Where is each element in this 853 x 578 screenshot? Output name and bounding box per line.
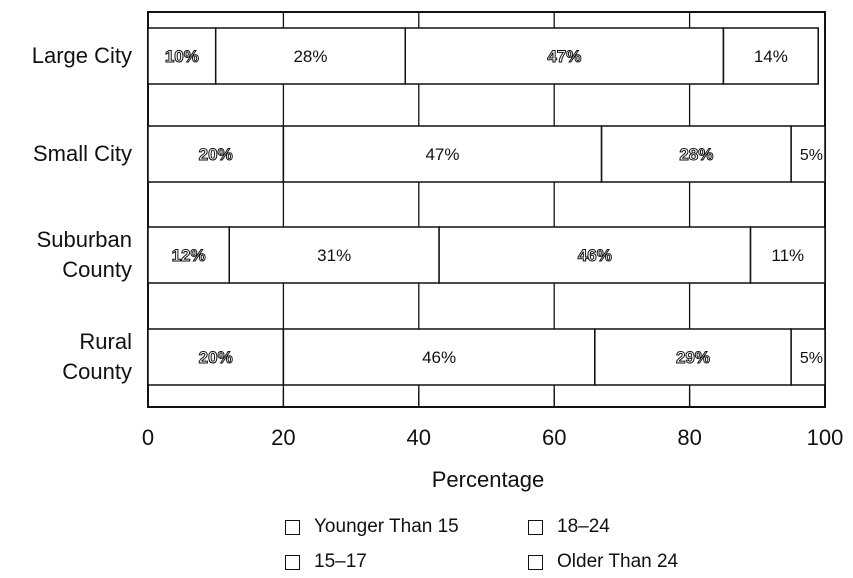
bar-segment	[749, 226, 826, 284]
data-label: 11%	[771, 246, 804, 265]
legend-swatch	[285, 519, 300, 535]
stacked-bar-chart: 10% 28% 47% 14% Large City 20% 47% 28% 5% Small C…	[32, 11, 844, 492]
data-label: 46%	[578, 246, 612, 265]
data-label: 12%	[172, 246, 206, 265]
bar-segment	[147, 328, 285, 386]
x-tick-label: 40	[407, 425, 431, 450]
category-label: Large City	[32, 43, 132, 68]
data-label: 29%	[676, 348, 710, 367]
legend-swatch	[285, 554, 300, 570]
category-label: County	[62, 359, 132, 384]
category-label: Small City	[33, 141, 132, 166]
x-tick-label: 0	[142, 425, 154, 450]
legend-label: Older Than 24	[557, 551, 679, 572]
x-tick-label: 60	[542, 425, 566, 450]
data-label: 28%	[293, 47, 327, 66]
category-label: Rural	[79, 329, 132, 354]
bar-segment	[147, 226, 230, 284]
data-label: 14%	[754, 47, 788, 66]
bar-segment	[228, 226, 440, 284]
bar-segment	[147, 125, 285, 183]
data-label: 28%	[679, 145, 713, 164]
legend-swatch	[528, 519, 543, 535]
category-label: County	[62, 257, 132, 282]
legend-label: 15–17	[314, 551, 367, 572]
legend-label: Younger Than 15	[314, 516, 459, 537]
bar-segment	[790, 125, 826, 183]
data-label: 47%	[425, 145, 459, 164]
bar-segment	[790, 328, 826, 386]
bar-segment	[594, 328, 792, 386]
legend-item-18-24: 18–24	[528, 516, 610, 538]
bar-segment	[600, 125, 792, 183]
bar-segment	[722, 27, 819, 85]
data-label: 5%	[800, 147, 823, 164]
bar-segment	[147, 27, 217, 85]
x-tick-label: 100	[807, 425, 844, 450]
data-label: 5%	[800, 350, 823, 367]
data-label: 31%	[317, 246, 351, 265]
x-tick-label: 80	[677, 425, 701, 450]
data-label: 20%	[199, 348, 233, 367]
legend-item-older-than-24: Older Than 24	[528, 551, 678, 573]
x-axis-label: Percentage	[432, 467, 545, 492]
legend-swatch	[528, 554, 543, 570]
data-label: 46%	[422, 348, 456, 367]
x-tick-label: 20	[271, 425, 295, 450]
bar-segment	[438, 226, 752, 284]
bar-segment	[214, 27, 407, 85]
data-label: 20%	[199, 145, 233, 164]
category-label: Suburban	[37, 227, 132, 252]
data-label: 10%	[165, 47, 199, 66]
legend-label: 18–24	[557, 516, 610, 537]
legend-item-15-17: 15–17	[285, 551, 367, 573]
data-label: 47%	[547, 47, 581, 66]
legend-item-younger-than-15: Younger Than 15	[285, 516, 459, 538]
